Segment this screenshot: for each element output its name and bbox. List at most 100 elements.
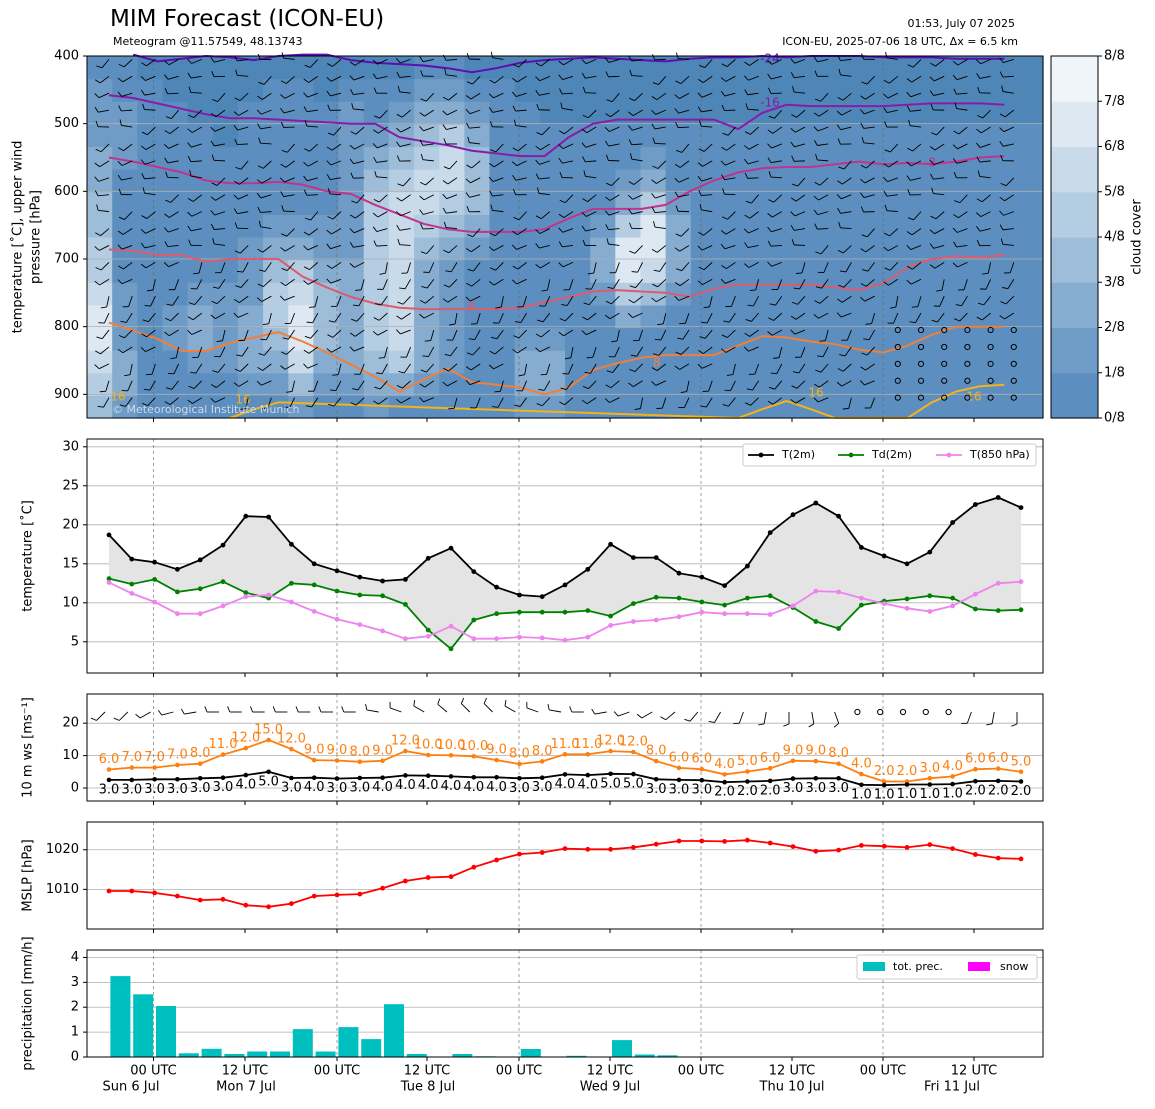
gust-point — [654, 759, 659, 764]
cloud-cover-cell — [867, 350, 893, 373]
cloud-cover-cell — [188, 214, 214, 237]
t850-point — [859, 596, 864, 601]
gust-value-label: 6.0 — [99, 752, 120, 767]
barb-shaft — [484, 704, 492, 712]
cloud-cover-cell — [766, 169, 792, 192]
mean-wind-value-label: 4.0 — [486, 780, 507, 795]
t850-point — [380, 629, 385, 634]
surface-wind-barb — [273, 706, 287, 712]
cloud-cover-cell — [112, 350, 138, 373]
cloud-cover-cell — [691, 260, 717, 283]
cloud-cover-cell — [112, 124, 138, 147]
cloud-cover-cell — [490, 169, 516, 192]
isotherm-label: -24 — [760, 52, 780, 66]
barb-flag — [783, 724, 789, 726]
mean-wind-value-label: 3.0 — [828, 781, 849, 796]
barb-shaft — [764, 712, 766, 724]
cloud-cover-cell — [515, 169, 541, 192]
surface-wind-barb — [946, 709, 951, 714]
cloud-cover-cell — [590, 79, 616, 102]
cloud-cover-cell — [817, 56, 843, 79]
surface-wind-barb — [855, 709, 860, 714]
barb-shaft — [461, 704, 469, 712]
cloud-cover-cell — [339, 101, 365, 124]
t850-point — [745, 611, 750, 616]
x-tick-label: 00 UTC — [496, 1064, 542, 1079]
cloud-cover-cell — [112, 101, 138, 124]
td2m-point — [403, 602, 408, 607]
cloud-cover-cell — [565, 328, 591, 351]
t2m-point — [540, 594, 545, 599]
mean-wind-value-label: 2.0 — [988, 783, 1009, 798]
gust-point — [540, 759, 545, 764]
cloud-cover-cell — [892, 373, 918, 396]
cloud-cover-cell — [741, 147, 767, 170]
mslp-point — [563, 846, 568, 851]
surface-wind-barb — [366, 704, 379, 712]
barb-flag — [771, 373, 777, 374]
cloud-cover-cell — [1018, 373, 1044, 396]
barb-flag — [1011, 724, 1017, 726]
cloud-cover-cell — [163, 282, 189, 305]
cloud-cover-cell — [263, 305, 289, 328]
cloud-cover-cell — [313, 350, 339, 373]
precipitation-bar — [270, 1052, 290, 1058]
mslp-point — [471, 865, 476, 870]
td2m-point — [836, 626, 841, 631]
cloud-cover-cell — [313, 192, 339, 215]
cloud-cover-cell — [188, 373, 214, 396]
cloud-cover-cell — [666, 373, 692, 396]
y-tick-label: 25 — [62, 478, 79, 493]
cloud-cover-cell — [540, 328, 566, 351]
t850-point — [836, 590, 841, 595]
y-axis-label: precipitation [mm/h] — [21, 936, 36, 1070]
x-tick-label: 00 UTC — [678, 1064, 724, 1079]
cloud-cover-cell — [716, 56, 742, 79]
cloud-cover-cell — [515, 282, 541, 305]
gust-point — [107, 767, 112, 772]
barb-flag — [592, 709, 595, 714]
mslp-point — [175, 894, 180, 899]
t850-point — [426, 634, 431, 639]
mean-wind-value-label: 3.0 — [144, 782, 165, 797]
y-axis-label: MSLP [hPa] — [21, 839, 36, 911]
x-tick-label: 12 UTC — [222, 1064, 268, 1079]
cloud-cover-cell — [817, 237, 843, 260]
cloud-cover-cell — [817, 305, 843, 328]
cloud-cover-cell — [917, 169, 943, 192]
cloud-cover-cell — [917, 305, 943, 328]
cloud-cover-cell — [1018, 282, 1044, 305]
cloud-cover-cell — [137, 169, 163, 192]
colorbar-tick-label: 4/8 — [1104, 230, 1125, 245]
mslp-point — [221, 897, 226, 902]
cloud-cover-cell — [1018, 395, 1044, 418]
mean-wind-value-label: 3.0 — [190, 781, 211, 796]
gust-value-label: 8.0 — [190, 746, 211, 761]
cloud-cover-cell — [364, 124, 390, 147]
y-tick-label: 500 — [54, 116, 79, 131]
t2m-point — [585, 567, 590, 572]
cloud-cover-cell — [389, 237, 415, 260]
cloud-cover-cell — [87, 373, 113, 396]
gust-point — [791, 759, 796, 764]
mean-wind-value-label: 1.0 — [919, 787, 940, 802]
mslp-point — [791, 844, 796, 849]
surface-wind-barb — [961, 712, 971, 723]
cloud-cover-cell — [339, 124, 365, 147]
t850-point — [471, 636, 476, 641]
barb-shaft — [284, 211, 295, 212]
gust-value-label: 6.0 — [965, 752, 986, 767]
mean-wind-value-label: 4.0 — [555, 777, 576, 792]
legend-swatch — [863, 962, 885, 971]
cloud-cover-cell — [389, 282, 415, 305]
t850-point — [312, 609, 317, 614]
t850-point — [768, 612, 773, 617]
colorbar-segment — [1051, 373, 1098, 419]
barb-flag — [366, 704, 367, 710]
precipitation-bar — [179, 1053, 199, 1057]
cloud-cover-cell — [968, 169, 994, 192]
legend-entry: Td(2m) — [871, 448, 912, 461]
surface-wind-barb — [228, 706, 242, 712]
cloud-cover-cell — [288, 350, 314, 373]
cloud-cover-cell — [691, 282, 717, 305]
